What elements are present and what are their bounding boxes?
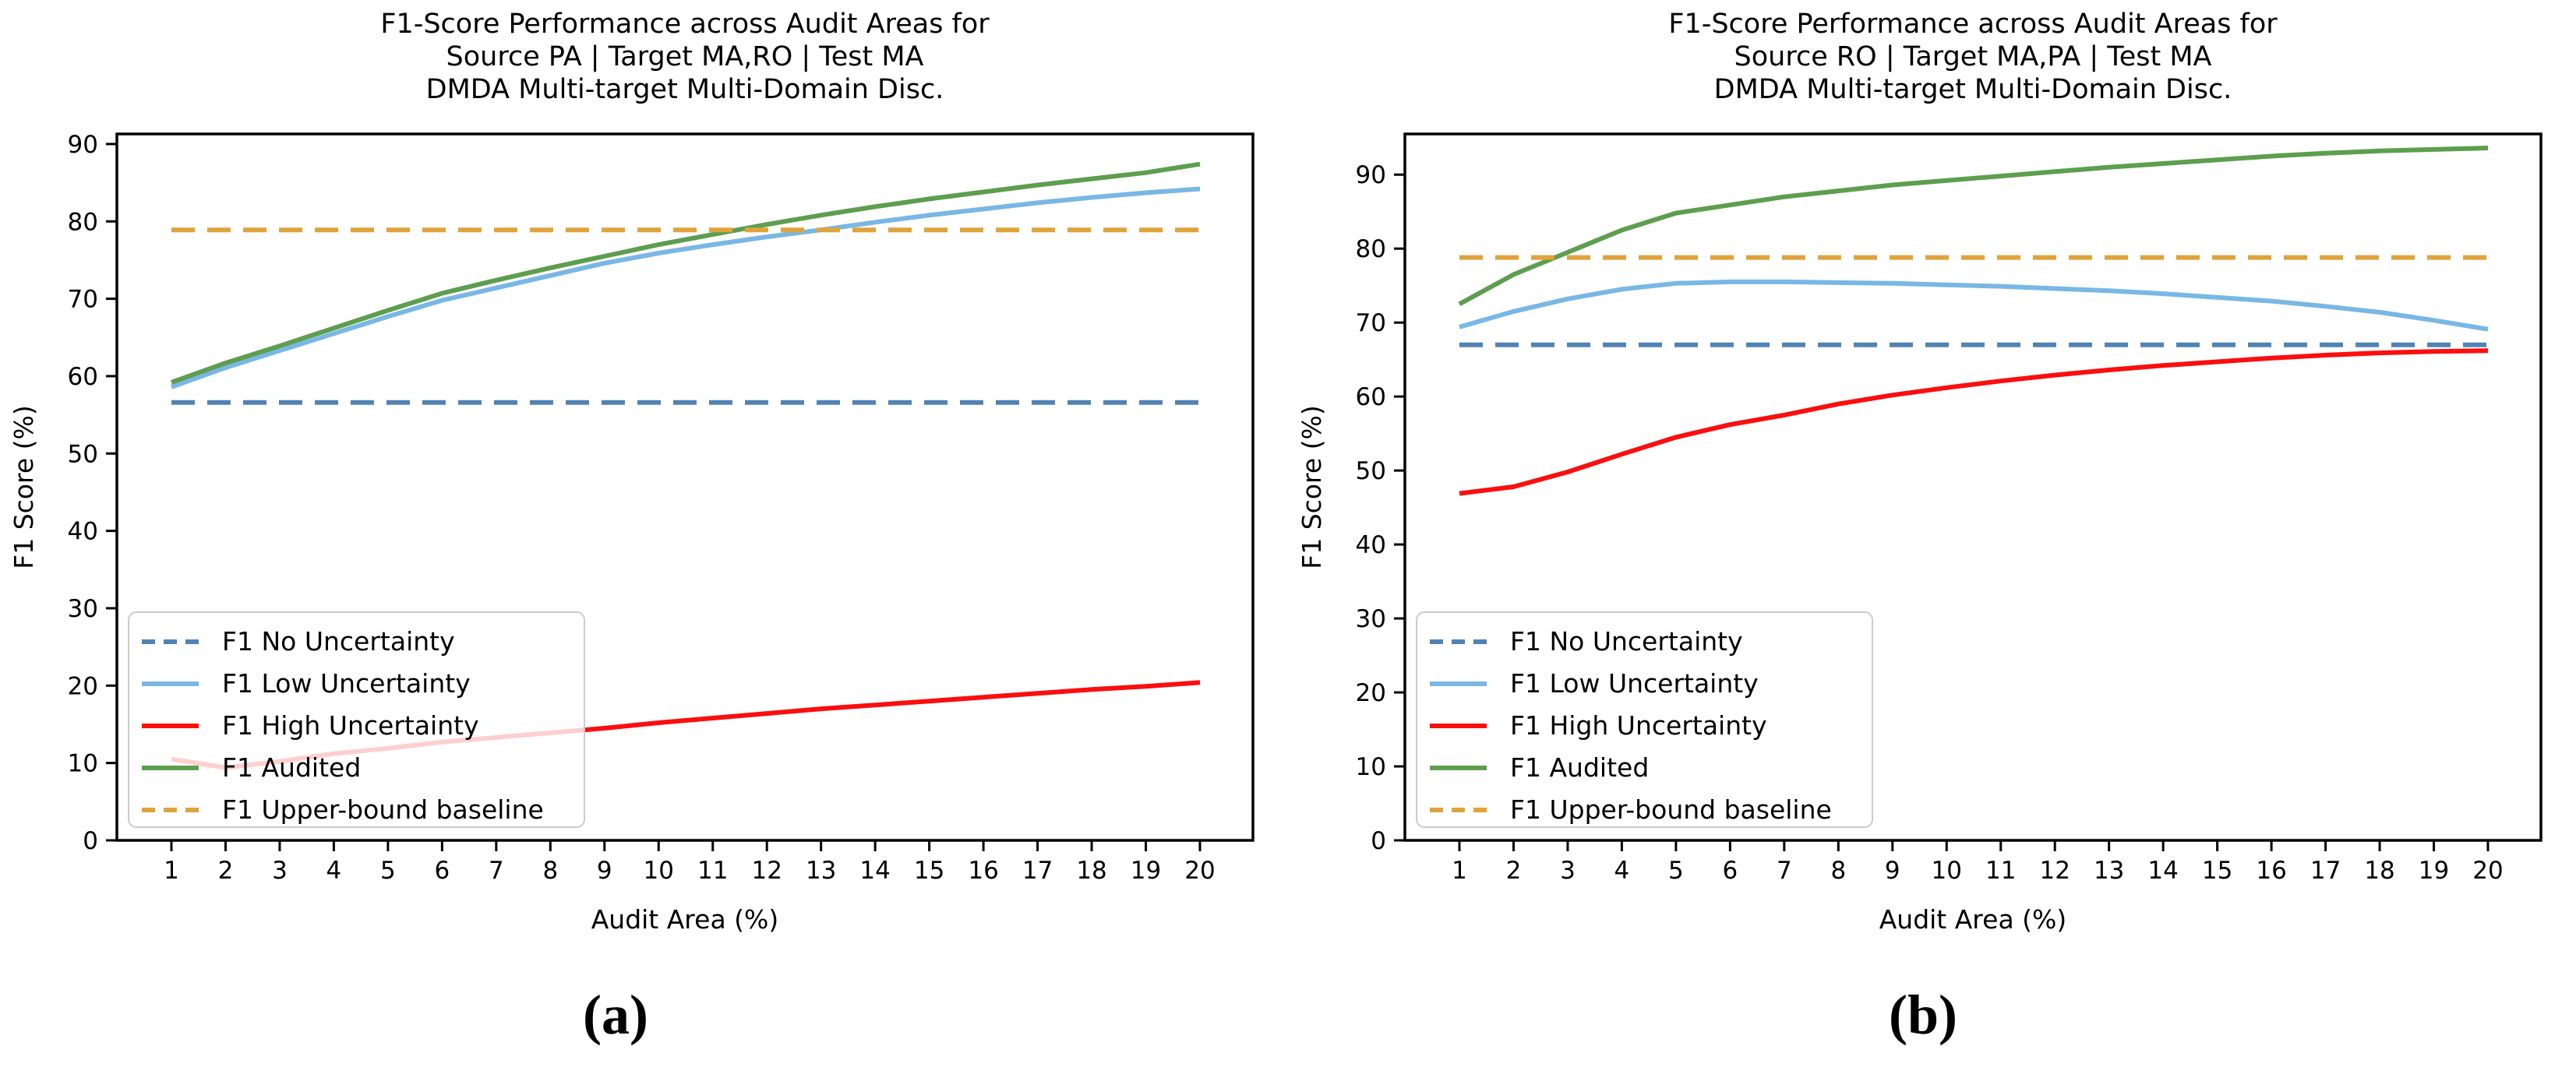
x-tick-label: 17: [2310, 857, 2341, 885]
x-tick-label: 10: [1932, 857, 1962, 885]
y-tick-label: 10: [1356, 753, 1386, 781]
y-tick-label: 0: [83, 827, 98, 855]
x-tick-label: 17: [1022, 857, 1053, 885]
x-tick-label: 12: [751, 857, 782, 885]
legend-label: F1 Upper-bound baseline: [1510, 794, 1832, 825]
legend-label: F1 Low Uncertainty: [222, 668, 471, 699]
y-axis-label: F1 Score (%): [9, 405, 39, 569]
x-tick-label: 15: [914, 857, 944, 885]
series-line-f1-high-uncertainty: [1459, 348, 2489, 496]
x-tick-label: 11: [697, 857, 728, 885]
chart-a-canvas: F1-Score Performance across Audit Areas …: [9, 9, 1254, 935]
chart-title-line: DMDA Multi-target Multi-Domain Disc.: [426, 74, 944, 105]
x-tick-label: 7: [1777, 857, 1792, 885]
legend-box: [128, 611, 585, 828]
x-tick-label: 12: [2039, 857, 2070, 885]
x-tick-label: 18: [1076, 857, 1106, 885]
y-tick-label: 30: [68, 595, 98, 623]
plot-frame: [115, 132, 1254, 842]
series-line-f1-audited: [170, 161, 1201, 385]
x-tick-label: 6: [1723, 857, 1738, 885]
y-tick-label: 40: [1356, 531, 1386, 559]
caption-a: (a): [583, 984, 648, 1046]
plot-frame: [1403, 132, 2542, 842]
x-tick-label: 9: [597, 857, 612, 885]
legend-label: F1 Low Uncertainty: [1510, 668, 1759, 699]
chart-title-line: DMDA Multi-target Multi-Domain Disc.: [1714, 74, 2232, 105]
y-tick-label: 0: [1371, 827, 1386, 855]
x-tick-label: 13: [806, 857, 836, 885]
x-tick-label: 14: [2147, 857, 2178, 885]
series-line-f1-low-uncertainty: [170, 186, 1201, 389]
legend-label: F1 Audited: [222, 752, 361, 783]
series-line-f1-low-uncertainty: [1459, 279, 2489, 332]
chart-title-line: F1-Score Performance across Audit Areas …: [380, 9, 990, 40]
y-tick-label: 90: [1356, 161, 1386, 189]
chart-title-line: F1-Score Performance across Audit Areas …: [1668, 9, 2278, 40]
y-tick-label: 70: [1356, 309, 1386, 337]
chart-b-canvas: F1-Score Performance across Audit Areas …: [1297, 9, 2542, 935]
figure-panel-a: F1-Score Performance across Audit Areas …: [9, 9, 1254, 1046]
legend-label: F1 No Uncertainty: [1510, 626, 1743, 657]
y-tick-label: 80: [68, 208, 98, 236]
y-tick-label: 60: [1356, 383, 1386, 411]
x-tick-label: 1: [1452, 857, 1467, 885]
figure-panel-b: F1-Score Performance across Audit Areas …: [1288, 0, 2576, 1067]
x-tick-label: 4: [326, 857, 342, 885]
x-tick-label: 1: [164, 857, 179, 885]
x-axis-label: Audit Area (%): [591, 904, 779, 935]
x-tick-label: 18: [2364, 857, 2394, 885]
x-tick-label: 7: [489, 857, 504, 885]
x-tick-label: 2: [218, 857, 234, 885]
y-tick-label: 20: [68, 672, 98, 700]
x-tick-label: 14: [859, 857, 890, 885]
y-tick-label: 10: [68, 750, 98, 778]
x-axis-label: Audit Area (%): [1879, 904, 2067, 935]
y-axis-label: F1 Score (%): [1297, 405, 1327, 569]
x-tick-label: 8: [1830, 857, 1846, 885]
legend-box: [1416, 611, 1873, 828]
x-tick-label: 8: [542, 857, 558, 885]
legend-label: F1 Audited: [1510, 752, 1649, 783]
x-tick-label: 15: [2202, 857, 2232, 885]
x-tick-label: 20: [2472, 857, 2503, 885]
y-tick-label: 50: [68, 440, 98, 468]
y-tick-label: 40: [68, 518, 98, 546]
x-tick-label: 4: [1614, 857, 1630, 885]
legend-label: F1 High Uncertainty: [1510, 710, 1767, 741]
x-tick-label: 2: [1506, 857, 1522, 885]
x-tick-label: 13: [2094, 857, 2124, 885]
y-tick-label: 20: [1356, 679, 1386, 707]
x-tick-label: 3: [272, 857, 288, 885]
y-tick-label: 50: [1356, 457, 1386, 485]
x-tick-label: 3: [1560, 857, 1576, 885]
x-tick-label: 19: [2419, 857, 2449, 885]
x-tick-label: 16: [2256, 857, 2286, 885]
x-tick-label: 20: [1184, 857, 1215, 885]
x-tick-label: 16: [968, 857, 998, 885]
y-tick-label: 30: [1356, 605, 1386, 633]
x-tick-label: 11: [1985, 857, 2016, 885]
legend: F1 No Uncertainty F1 Low Uncertainty F1 Hi…: [1416, 611, 1873, 828]
chart-title-line: Source RO | Target MA,PA | Test MA: [1734, 41, 2212, 72]
series-line-f1-audited: [1458, 146, 2489, 307]
y-tick-label: 90: [68, 131, 98, 159]
y-tick-label: 60: [68, 363, 98, 391]
x-tick-label: 10: [644, 857, 674, 885]
legend-label: F1 Upper-bound baseline: [222, 794, 544, 825]
x-tick-label: 9: [1885, 857, 1900, 885]
legend-label: F1 No Uncertainty: [222, 626, 455, 657]
chart-title-line: Source PA | Target MA,RO | Test MA: [446, 41, 924, 72]
x-tick-label: 6: [435, 857, 450, 885]
legend-label: F1 High Uncertainty: [222, 710, 479, 741]
y-tick-label: 80: [1356, 235, 1386, 263]
x-tick-label: 19: [1131, 857, 1161, 885]
x-tick-label: 5: [1668, 857, 1684, 885]
caption-b: (b): [1889, 984, 1957, 1046]
y-tick-label: 70: [68, 286, 98, 314]
legend: F1 No Uncertainty F1 Low Uncertainty F1 Hi…: [128, 611, 585, 828]
x-tick-label: 5: [380, 857, 396, 885]
